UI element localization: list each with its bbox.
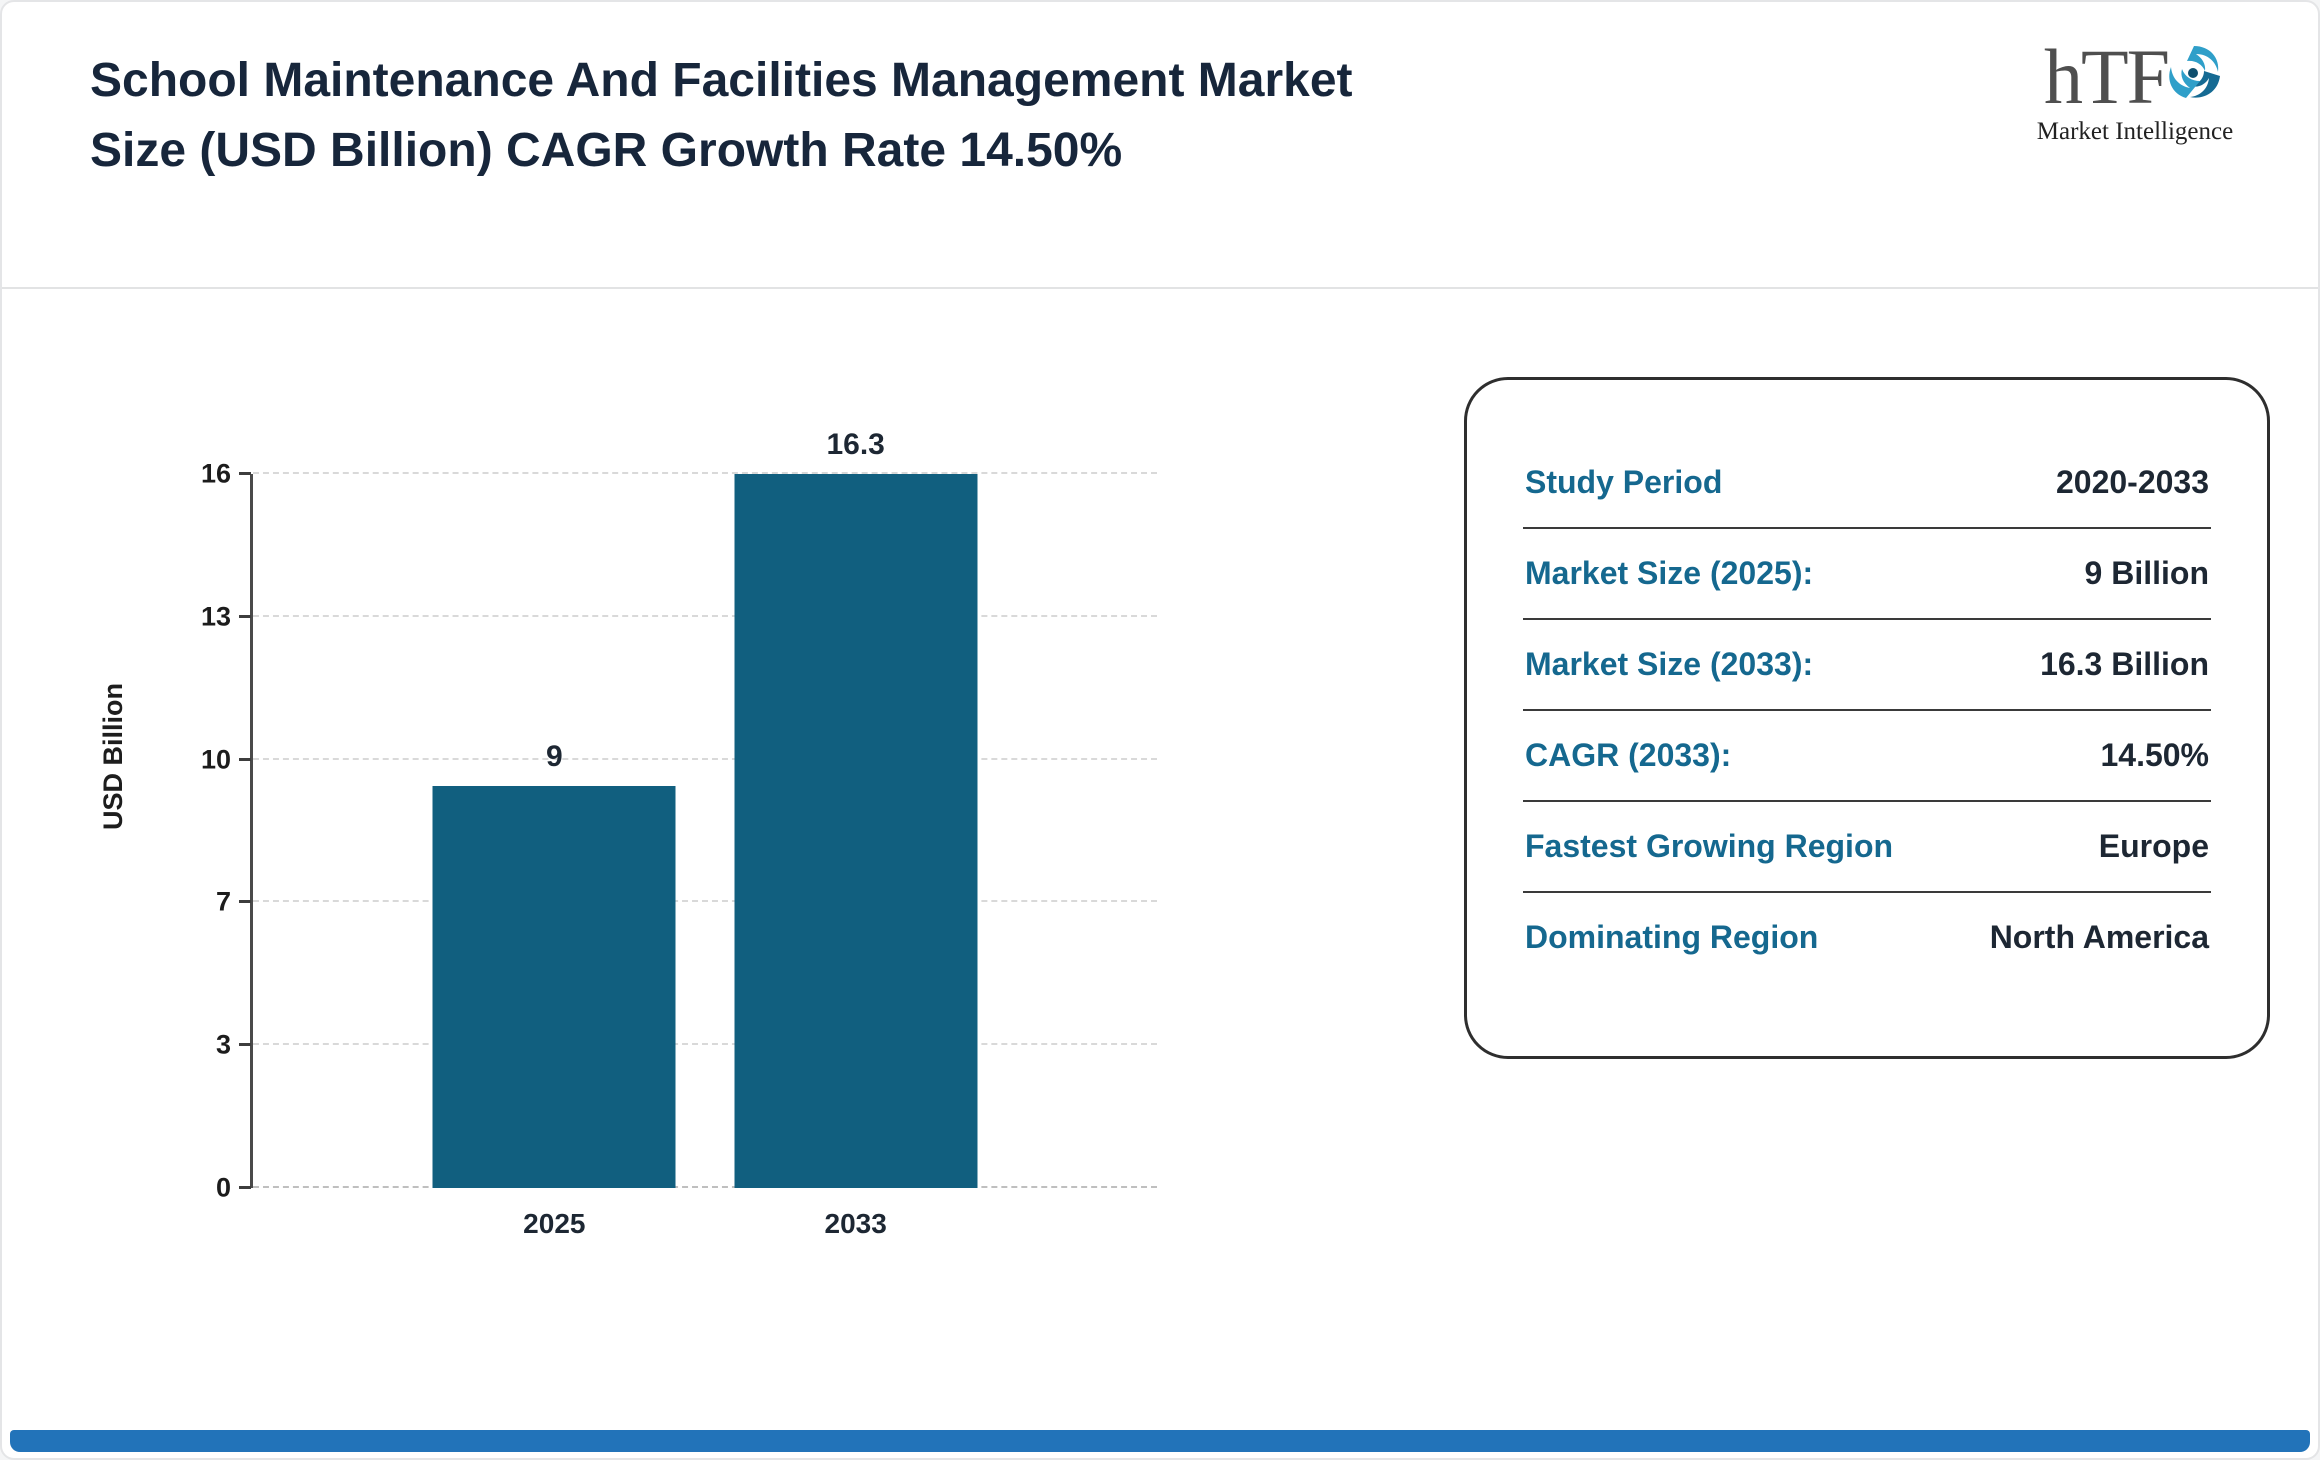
gridline: [253, 757, 1157, 760]
htf-logo-subtext: Market Intelligence: [2036, 118, 2234, 145]
gridline: [253, 1186, 1157, 1188]
bar-value-label: 9: [545, 740, 563, 774]
y-tick-label: 7: [215, 886, 231, 917]
y-tick-mark: [239, 900, 251, 904]
page-title: School Maintenance And Facilities Manage…: [90, 54, 1353, 177]
y-tick-mark: [239, 1043, 251, 1047]
info-row-value: North America: [1989, 919, 2209, 955]
logo-swirl-icon: [2169, 46, 2221, 98]
htf-logo-mark: hTF: [2010, 38, 2260, 116]
y-tick-mark: [239, 614, 251, 618]
htf-logo: hTF Market Intelligence: [2010, 38, 2260, 146]
y-axis-title: USD Billion: [98, 683, 128, 830]
info-row: Market Size (2025): 9 Billion: [1523, 529, 2211, 620]
market-summary-panel: Study Period 2020-2033 Market Size (2025):…: [1464, 377, 2270, 1059]
info-row-value: 14.50%: [2100, 737, 2209, 773]
header-divider: [2, 287, 2318, 289]
bar-2033: [734, 474, 978, 1188]
bar-chart-plot-area: 0 3 7 10 13 16 9 2025 16.3 2033: [201, 428, 1157, 1239]
info-row: Dominating Region North America: [1523, 893, 2211, 982]
y-tick-label: 13: [200, 601, 231, 632]
info-row-label: CAGR (2033):: [1525, 737, 1732, 773]
y-tick-mark: [239, 1186, 251, 1189]
gridline: [253, 1043, 1157, 1046]
info-row-value: 9 Billion: [2084, 555, 2209, 591]
info-row-value: 16.3 Billion: [2040, 646, 2209, 682]
x-axis-label: 2033: [824, 1208, 887, 1239]
y-tick-mark: [239, 472, 251, 475]
htf-logo-text: hTF: [2043, 33, 2170, 120]
bar-2025: [432, 786, 676, 1188]
gridline: [253, 900, 1157, 903]
info-row-label: Market Size (2033):: [1525, 646, 1814, 682]
info-row-value: 2020-2033: [2055, 464, 2209, 500]
info-row-label: Dominating Region: [1525, 919, 1819, 955]
info-row-value: Europe: [2098, 828, 2209, 864]
info-row-label: Fastest Growing Region: [1525, 828, 1894, 864]
info-row: CAGR (2033): 14.50%: [1523, 711, 2211, 802]
info-row: Fastest Growing Region Europe: [1523, 802, 2211, 893]
x-axis-label: 2025: [523, 1208, 586, 1239]
bar-value-label: 16.3: [826, 428, 885, 461]
gridline: [253, 614, 1157, 617]
y-tick-mark: [239, 757, 251, 761]
market-summary-rows: Study Period 2020-2033 Market Size (2025):…: [1523, 438, 2211, 982]
info-row-label: Study Period: [1525, 464, 1723, 500]
gridline: [253, 472, 1157, 474]
y-tick-label: 0: [215, 1172, 231, 1203]
y-tick-label: 16: [200, 458, 231, 489]
y-tick-label: 3: [215, 1029, 231, 1060]
info-row: Market Size (2033): 16.3 Billion: [1523, 620, 2211, 711]
info-row: Study Period 2020-2033: [1523, 438, 2211, 529]
info-row-label: Market Size (2025):: [1525, 555, 1814, 591]
footer-accent-bar: [10, 1430, 2310, 1452]
y-tick-label: 10: [200, 744, 231, 775]
